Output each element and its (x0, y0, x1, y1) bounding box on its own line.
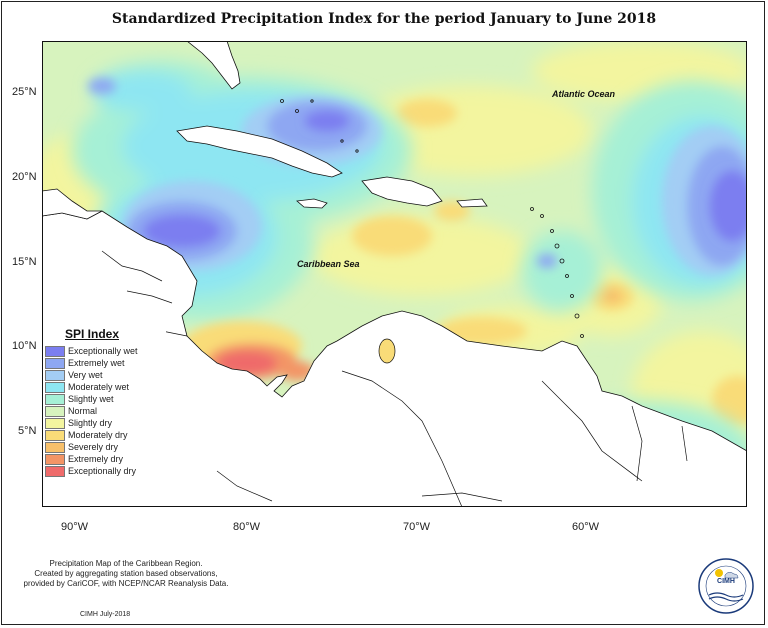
map-notes: Precipitation Map of the Caribbean Regio… (11, 559, 241, 589)
legend-swatch (45, 345, 65, 357)
legend-label: Exceptionally dry (68, 466, 137, 476)
legend-label: Moderately wet (68, 382, 130, 392)
legend-item: Exceptionally wet (45, 345, 166, 357)
atlantic-ocean-label: Atlantic Ocean (551, 89, 616, 99)
legend-label: Extremely wet (68, 358, 125, 368)
y-tick-5n: 5°N (18, 425, 37, 437)
spi-legend: SPI Index Exceptionally wet Extremely wet… (45, 327, 166, 477)
legend-swatch (45, 465, 65, 477)
legend-label: Very wet (68, 370, 103, 380)
legend-item: Moderately wet (45, 381, 166, 393)
legend-swatch (45, 417, 65, 429)
legend-label: Slightly dry (68, 418, 113, 428)
legend-label: Extremely dry (68, 454, 124, 464)
y-tick-25n: 25°N (12, 86, 37, 98)
legend-item: Extremely dry (45, 453, 166, 465)
legend-label: Slightly wet (68, 394, 114, 404)
legend-item: Very wet (45, 369, 166, 381)
legend-swatch (45, 357, 65, 369)
note-line-3: provided by CariCOF, with NCEP/NCAR Rean… (23, 579, 229, 588)
x-tick-80w: 80°W (233, 521, 261, 533)
x-tick-90w: 90°W (61, 521, 89, 533)
legend-swatch (45, 429, 65, 441)
note-line-2: Created by aggregating station based obs… (34, 569, 218, 578)
legend-item: Severely dry (45, 441, 166, 453)
cimh-logo (698, 558, 754, 614)
map-title: Standardized Precipitation Index for the… (111, 11, 657, 27)
legend-item: Moderately dry (45, 429, 166, 441)
legend-label: Moderately dry (68, 430, 128, 440)
legend-swatch (45, 393, 65, 405)
legend-swatch (45, 381, 65, 393)
legend-swatch (45, 405, 65, 417)
legend-item: Exceptionally dry (45, 465, 166, 477)
y-tick-10n: 10°N (12, 340, 37, 352)
legend-swatch (45, 369, 65, 381)
legend-item: Extremely wet (45, 357, 166, 369)
legend-swatch (45, 441, 65, 453)
legend-item: Slightly dry (45, 417, 166, 429)
legend-label: Exceptionally wet (68, 346, 138, 356)
legend-label: Normal (68, 406, 98, 416)
note-line-1: Precipitation Map of the Caribbean Regio… (49, 559, 203, 568)
legend-label: Severely dry (68, 442, 119, 452)
x-tick-60w: 60°W (572, 521, 600, 533)
y-tick-20n: 20°N (12, 171, 37, 183)
credit-text: CIMH July-2018 (80, 611, 131, 618)
legend-item: Slightly wet (45, 393, 166, 405)
legend-item: Normal (45, 405, 166, 417)
legend-swatch (45, 453, 65, 465)
y-tick-15n: 15°N (12, 256, 37, 268)
legend-title: SPI Index (65, 327, 120, 341)
caribbean-sea-label: Caribbean Sea (297, 259, 360, 269)
logo-text: CIMH (717, 578, 735, 585)
x-tick-70w: 70°W (403, 521, 431, 533)
